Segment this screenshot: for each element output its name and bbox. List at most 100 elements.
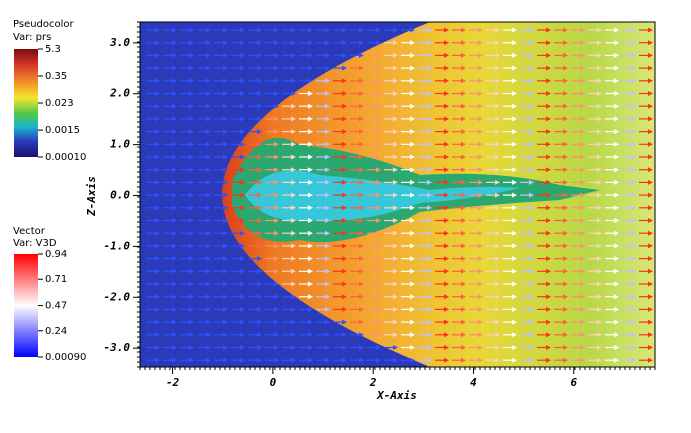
vector-arrow-head <box>648 27 653 33</box>
vector-arrow-head <box>461 268 466 274</box>
vector-arrow-head <box>529 91 534 96</box>
vector-arrow-head <box>206 65 211 71</box>
vector-arrow-head <box>478 40 483 46</box>
vector-arrow-head <box>614 243 619 249</box>
vector-arrow-head <box>512 230 517 236</box>
vector-arrow-head <box>393 154 398 160</box>
vector-arrow-head <box>308 319 313 325</box>
vector-arrow-head <box>308 268 313 274</box>
vector-arrow-head <box>529 205 534 211</box>
colorbar-label: 0.00010 <box>45 152 86 163</box>
vector-arrow-head <box>512 91 517 96</box>
vector-arrow-head <box>223 141 228 147</box>
vector-arrow-head <box>427 103 432 109</box>
vector-arrow-head <box>444 357 449 363</box>
vector-arrow-head <box>546 230 551 236</box>
colorbar-label: 0.0015 <box>45 125 80 136</box>
vector-arrow-head <box>410 192 415 198</box>
colorbar-label: 0.47 <box>45 301 67 312</box>
vector-arrow-head <box>631 129 636 135</box>
vector-arrow-head <box>359 154 364 160</box>
vector-arrow-head <box>597 319 602 325</box>
vector-arrow-head <box>376 78 381 84</box>
vector-arrow-head <box>393 116 398 122</box>
vector-arrow-head <box>648 103 653 109</box>
vector-arrow-head <box>291 116 296 122</box>
vector-arrow-head <box>189 179 194 185</box>
vector-arrow-head <box>393 306 398 312</box>
vector-arrow-head <box>325 357 330 363</box>
vector-arrow-head <box>648 205 653 211</box>
vector-arrow-head <box>206 27 211 33</box>
vector-arrow-head <box>461 27 466 33</box>
vector-arrow-head <box>427 129 432 135</box>
vector-arrow-head <box>495 294 500 300</box>
vector-arrow-head <box>461 230 466 236</box>
vector-arrow-head <box>342 243 347 249</box>
vector-arrow-head <box>597 179 602 185</box>
x-tick-label: 0 <box>270 376 277 389</box>
vector-arrow-head <box>444 319 449 325</box>
vector-arrow-head <box>240 256 245 262</box>
vector-arrow-head <box>291 52 296 58</box>
vector-arrow-head <box>648 167 653 173</box>
vector-arrow-head <box>461 103 466 109</box>
vector-arrow-head <box>206 319 211 325</box>
vector-arrow-head <box>155 243 160 249</box>
vector-arrow-head <box>240 78 245 84</box>
vector-arrow-head <box>444 52 449 58</box>
vector-arrow-head <box>359 192 364 198</box>
vector-arrow-head <box>155 40 160 46</box>
vector-arrow-head <box>512 40 517 46</box>
vector-arrow-head <box>580 91 585 96</box>
vector-arrow-head <box>206 230 211 236</box>
vector-arrow-head <box>393 27 398 33</box>
vector-arrow-head <box>342 179 347 185</box>
vector-arrow-head <box>580 205 585 211</box>
vector-arrow-head <box>325 154 330 160</box>
vector-arrow-head <box>597 141 602 147</box>
vector-arrow-head <box>614 205 619 211</box>
vector-arrow-head <box>274 27 279 33</box>
vector-arrow-head <box>614 116 619 122</box>
vector-arrow-head <box>614 281 619 287</box>
vector-arrow-head <box>427 218 432 223</box>
vector-arrow-head <box>257 306 262 312</box>
vector-arrow-head <box>478 306 483 312</box>
vector-arrow-head <box>376 154 381 160</box>
vector-arrow-head <box>563 345 568 350</box>
vector-arrow-head <box>444 256 449 262</box>
vector-arrow-head <box>478 141 483 147</box>
vector-arrow-head <box>427 357 432 363</box>
vector-arrow-head <box>512 65 517 71</box>
vector-arrow-head <box>393 167 398 173</box>
vector-arrow-head <box>478 27 483 33</box>
vector-arrow-head <box>257 294 262 300</box>
vector-arrow-head <box>614 179 619 185</box>
vector-arrow-head <box>393 52 398 58</box>
vector-arrow-head <box>155 78 160 84</box>
vector-arrow-head <box>580 103 585 109</box>
vector-arrow-head <box>461 332 466 338</box>
vector-arrow-head <box>546 256 551 262</box>
vector-arrow-head <box>189 268 194 274</box>
vector-arrow-head <box>376 345 381 350</box>
vector-arrow-head <box>189 306 194 312</box>
vector-arrow-head <box>274 179 279 185</box>
vector-arrow-head <box>189 218 194 223</box>
vector-arrow-head <box>393 243 398 249</box>
vector-arrow-head <box>444 129 449 135</box>
vector-arrow-head <box>631 141 636 147</box>
vector-arrow-head <box>342 65 347 71</box>
vector-arrow-head <box>342 294 347 300</box>
vector-arrow-head <box>393 357 398 363</box>
vector-arrow-head <box>291 230 296 236</box>
vector-arrow-head <box>427 27 432 33</box>
vector-arrow-head <box>546 345 551 350</box>
vector-arrow-head <box>529 40 534 46</box>
vector-arrow-head <box>546 167 551 173</box>
vector-arrow-head <box>240 141 245 147</box>
vector-arrow-head <box>393 192 398 198</box>
vector-arrow-head <box>291 268 296 274</box>
